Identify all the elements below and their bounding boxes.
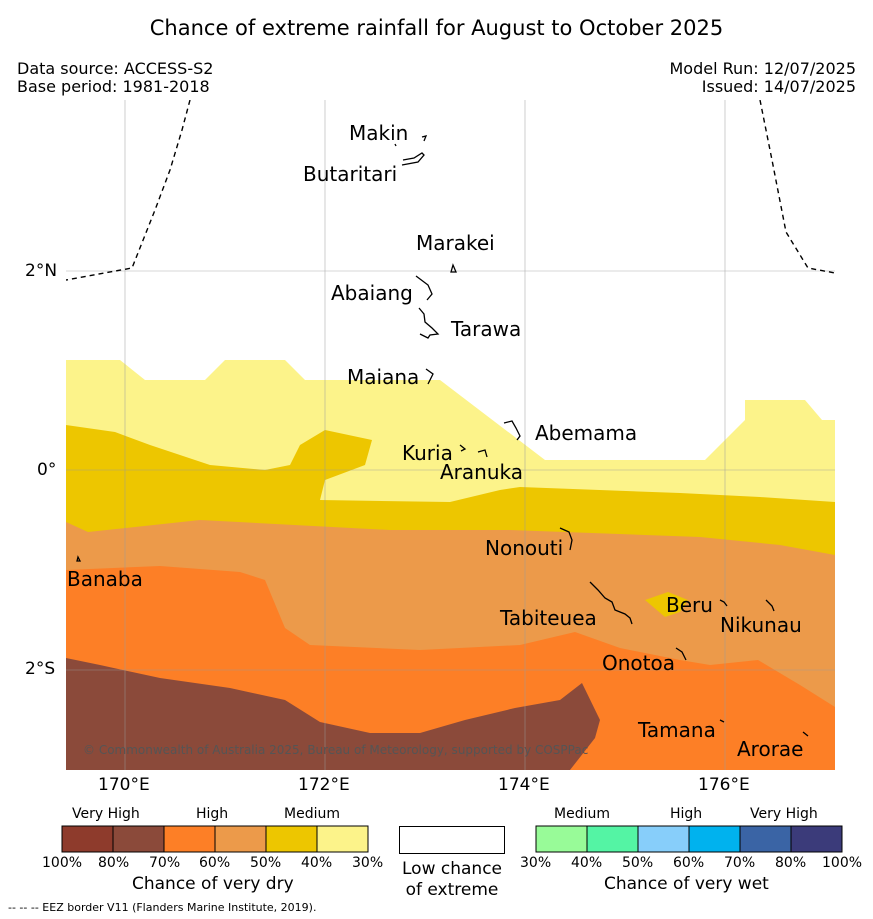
dry-tick-50: 50%	[250, 855, 282, 871]
wet-category-medium: Medium	[554, 806, 610, 822]
island-outlines	[76, 135, 809, 737]
y-tick-2s: 2°S	[25, 659, 56, 679]
neutral-label-line2: of extreme	[405, 880, 499, 900]
wet-swatch-0	[535, 825, 588, 853]
y-tick-0: 0°	[37, 460, 57, 480]
label-nonouti: Nonouti	[485, 536, 564, 560]
dry-tick-80: 80%	[98, 855, 130, 871]
wet-swatch-4	[739, 825, 792, 853]
dry-tick-70: 70%	[149, 855, 181, 871]
x-tick-172e: 172°E	[298, 775, 350, 795]
eez-footnote: -- -- -- EEZ border V11 (Flanders Marine…	[8, 901, 317, 914]
wet-swatch-1	[586, 825, 639, 853]
wet-colorbar-label: Chance of very wet	[604, 874, 769, 894]
dry-swatch-0	[61, 825, 114, 853]
label-aranuka: Aranuka	[440, 460, 523, 484]
label-tabiteuea: Tabiteuea	[500, 606, 597, 630]
label-tarawa: Tarawa	[451, 317, 522, 341]
label-butaritari: Butaritari	[303, 162, 398, 186]
wet-tick-70: 70%	[724, 855, 756, 871]
label-arorae: Arorae	[737, 737, 804, 761]
wet-tick-30: 30%	[520, 855, 552, 871]
wet-tick-80: 80%	[775, 855, 807, 871]
label-onotoa: Onotoa	[602, 651, 675, 675]
label-abemama: Abemama	[535, 421, 638, 445]
dry-swatch-2	[163, 825, 216, 853]
wet-tick-100: 100%	[822, 855, 863, 871]
wet-tick-40: 40%	[571, 855, 603, 871]
data-source-text: Data source: ACCESS-S2	[17, 59, 214, 78]
wet-swatch-3	[688, 825, 741, 853]
map-title: Chance of extreme rainfall for August to…	[149, 16, 724, 40]
wet-colorbar	[535, 825, 843, 853]
label-kuria: Kuria	[402, 441, 453, 465]
dry-swatch-1	[112, 825, 165, 853]
dry-tick-40: 40%	[301, 855, 333, 871]
label-marakei: Marakei	[416, 231, 495, 255]
dry-category-very-high: Very High	[72, 806, 140, 822]
x-tick-170e: 170°E	[98, 775, 150, 795]
wet-swatch-5	[790, 825, 843, 853]
label-maiana: Maiana	[347, 365, 420, 389]
y-tick-2n: 2°N	[25, 261, 58, 281]
wet-tick-60: 60%	[673, 855, 705, 871]
issued-text: Issued: 14/07/2025	[701, 77, 856, 96]
eez-border	[66, 100, 835, 281]
neutral-label-line1: Low chance	[402, 859, 502, 879]
label-beru: Beru	[666, 593, 713, 617]
neutral-swatch	[399, 826, 505, 854]
label-tamana: Tamana	[638, 718, 716, 742]
wet-category-very-high: Very High	[750, 806, 818, 822]
label-abaiang: Abaiang	[331, 281, 413, 305]
rainfall-probability-shading	[66, 100, 835, 770]
wet-tick-50: 50%	[622, 855, 654, 871]
dry-colorbar	[61, 825, 369, 853]
model-run-text: Model Run: 12/07/2025	[669, 59, 857, 78]
dry-swatch-3	[214, 825, 267, 853]
label-makin: Makin	[349, 121, 409, 145]
dry-tick-100: 100%	[42, 855, 83, 871]
dry-category-medium: Medium	[284, 806, 340, 822]
base-period-text: Base period: 1981-2018	[17, 77, 210, 96]
dry-swatch-4	[265, 825, 318, 853]
dry-category-high: High	[196, 806, 229, 822]
wet-category-high: High	[670, 806, 703, 822]
copyright-credit: © Commonwealth of Australia 2025, Bureau…	[83, 743, 589, 757]
wet-swatch-2	[637, 825, 690, 853]
x-tick-176e: 176°E	[698, 775, 750, 795]
dry-tick-60: 60%	[199, 855, 231, 871]
label-banaba: Banaba	[67, 567, 143, 591]
dry-swatch-5	[316, 825, 369, 853]
x-tick-174e: 174°E	[498, 775, 550, 795]
label-nikunau: Nikunau	[720, 613, 802, 637]
dry-colorbar-label: Chance of very dry	[132, 874, 294, 894]
dry-tick-30: 30%	[352, 855, 384, 871]
